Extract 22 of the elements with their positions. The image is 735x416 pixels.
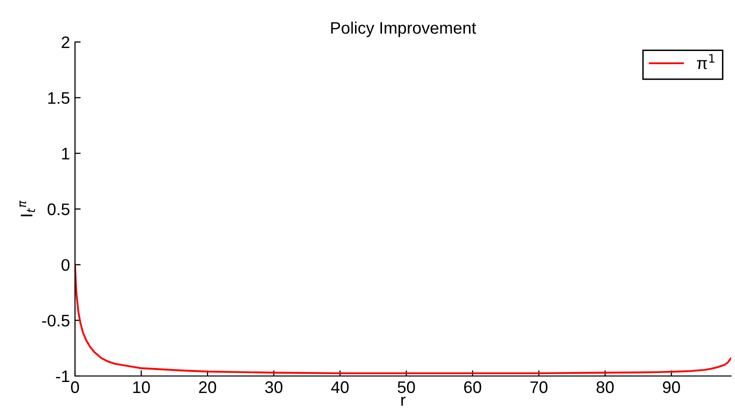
y-tick-label: 0.5	[48, 203, 70, 216]
x-tick-label: 20	[199, 381, 216, 394]
y-tick-label: 1	[62, 148, 70, 160]
y-tick-label: -0.5	[42, 314, 70, 327]
x-tick-label: 30	[265, 381, 282, 394]
chart-title: Policy Improvement	[331, 22, 476, 38]
x-tick-label: 90	[662, 381, 680, 394]
x-axis-title: r	[401, 396, 406, 406]
x-tick-label: 70	[530, 381, 548, 394]
legend-label: π$^{1}$	[696, 54, 714, 70]
x-tick-label: 60	[464, 381, 482, 394]
y-axis-title: I$_{t}$$^{π}$	[20, 200, 36, 216]
y-tick-label: 2	[62, 36, 70, 48]
y-tick-label: 1.5	[48, 92, 70, 104]
line-series	[75, 264, 731, 374]
x-tick-label: 80	[596, 381, 614, 394]
x-tick-label: 40	[331, 381, 349, 394]
x-tick-label: 0	[71, 381, 79, 394]
x-tick-label: 50	[398, 381, 415, 394]
y-tick-label: 0	[62, 259, 70, 271]
x-tick-label: 10	[133, 381, 150, 394]
y-tick-label: -1	[56, 370, 70, 382]
